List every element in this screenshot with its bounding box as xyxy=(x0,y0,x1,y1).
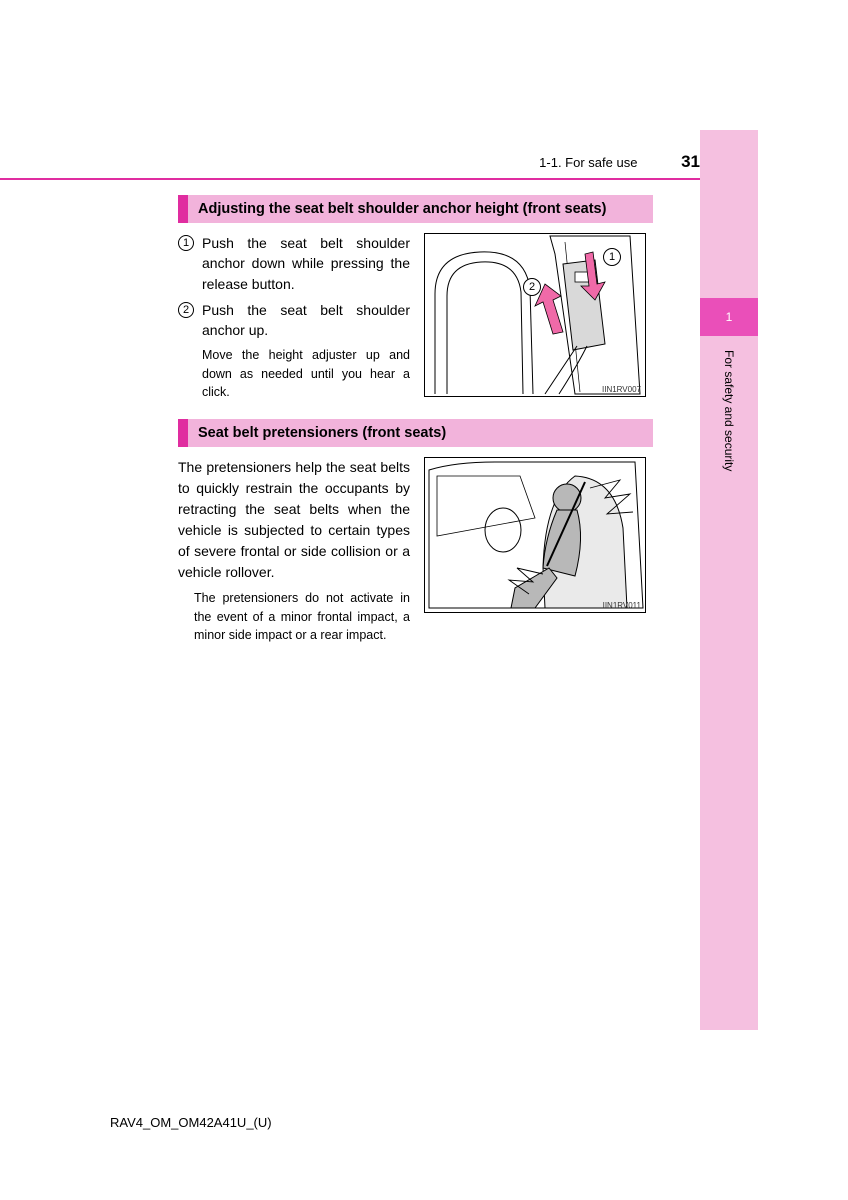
figure-id: IIN1RV007 xyxy=(602,385,641,394)
pretensioner-paragraph: The pretensioners help the seat belts to… xyxy=(178,457,410,583)
figure-pretensioner: IIN1RV011 xyxy=(424,457,646,613)
section-2-text: The pretensioners help the seat belts to… xyxy=(178,457,410,645)
section-1-note: Move the height adjuster up and down as … xyxy=(202,346,410,400)
chapter-title-vertical: For safety and security xyxy=(722,350,736,471)
pretensioner-subnote: The pretensioners do not activate in the… xyxy=(194,589,410,645)
step-number-icon: 2 xyxy=(178,302,194,318)
side-panel xyxy=(700,130,758,1030)
section-1-body: 1 Push the seat belt shoulder anchor dow… xyxy=(178,233,653,401)
section-heading-anchor-height: Adjusting the seat belt shoulder anchor … xyxy=(178,195,653,223)
figure-callout-1: 1 xyxy=(603,248,621,266)
figure-id: IIN1RV011 xyxy=(603,601,641,610)
step-2-text: Push the seat belt shoulder anchor up. xyxy=(202,300,410,341)
step-1-text: Push the seat belt shoulder anchor down … xyxy=(202,233,410,294)
section-1-text: 1 Push the seat belt shoulder anchor dow… xyxy=(178,233,410,401)
section-heading-pretensioners: Seat belt pretensioners (front seats) xyxy=(178,419,653,447)
section-2-figure-col: IIN1RV011 xyxy=(424,457,646,645)
step-number-icon: 1 xyxy=(178,235,194,251)
chapter-tab: 1 xyxy=(700,298,758,336)
step-1: 1 Push the seat belt shoulder anchor dow… xyxy=(178,233,410,294)
footer-doc-code: RAV4_OM_OM42A41U_(U) xyxy=(110,1115,272,1130)
step-2: 2 Push the seat belt shoulder anchor up. xyxy=(178,300,410,341)
figure-anchor-height: 1 2 IIN1RV007 xyxy=(424,233,646,397)
section-1-figure-col: 1 2 IIN1RV007 xyxy=(424,233,646,401)
header-rule xyxy=(0,178,700,180)
pretensioner-illustration xyxy=(425,458,645,612)
page-header: 1-1. For safe use 31 xyxy=(0,152,700,172)
page-number: 31 xyxy=(681,152,700,171)
figure-callout-2: 2 xyxy=(523,278,541,296)
content-area: Adjusting the seat belt shoulder anchor … xyxy=(178,195,653,663)
section-label: 1-1. For safe use xyxy=(539,155,637,170)
chapter-number: 1 xyxy=(726,310,733,324)
section-2-body: The pretensioners help the seat belts to… xyxy=(178,457,653,645)
